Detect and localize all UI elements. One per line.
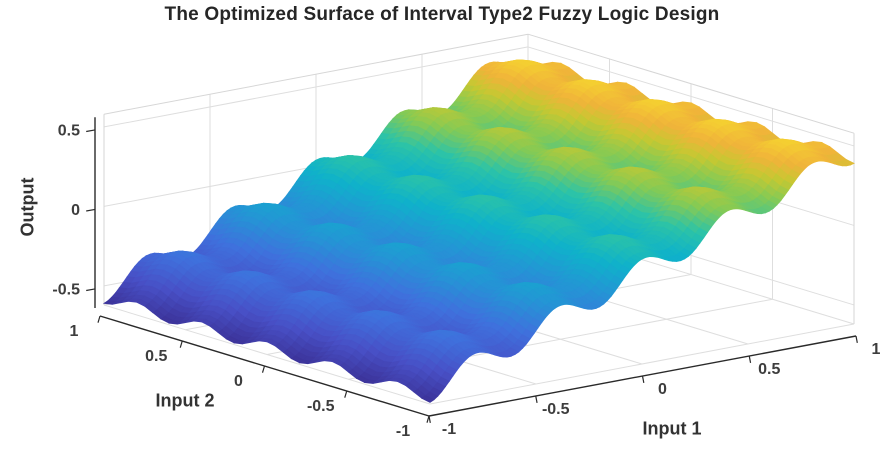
tick-label: 0.5: [758, 361, 780, 378]
grid-line: [748, 355, 752, 364]
grid-line: [429, 323, 855, 405]
grid-line: [426, 415, 430, 423]
z-axis-label: Output: [17, 177, 38, 237]
surface-mesh: [102, 59, 855, 403]
grid-line: [261, 365, 266, 373]
grid-line: [344, 390, 348, 398]
plot-title: The Optimized Surface of Interval Type2 …: [164, 4, 720, 25]
tick-label: -0.5: [307, 398, 335, 415]
tick-label: 0: [234, 373, 243, 390]
y-axis-label: Input 2: [155, 390, 215, 411]
tick-label: -1: [396, 423, 410, 440]
grid-line: [535, 395, 538, 404]
grid-line: [103, 33, 529, 115]
grid-line: [179, 340, 183, 348]
grid-line: [855, 335, 858, 344]
tick-label: 1: [872, 341, 881, 358]
tick-label: -0.5: [52, 281, 80, 298]
grid-line: [103, 46, 529, 128]
grid-line: [86, 288, 96, 292]
tick-label: -1: [442, 421, 456, 438]
grid-line: [527, 33, 855, 134]
tick-label: 0.5: [58, 122, 80, 139]
grid-line: [97, 315, 101, 323]
tick-label: 0.5: [145, 348, 167, 365]
grid-line: [86, 208, 96, 212]
grid-line: [86, 129, 96, 133]
tick-label: 0: [658, 381, 667, 398]
tick-label: -0.5: [542, 401, 570, 418]
tick-label: 1: [70, 323, 79, 340]
x-axis-label: Input 1: [642, 418, 702, 439]
grid-line: [641, 375, 645, 384]
grid-line: [527, 46, 855, 147]
tick-label: 0: [71, 202, 80, 219]
